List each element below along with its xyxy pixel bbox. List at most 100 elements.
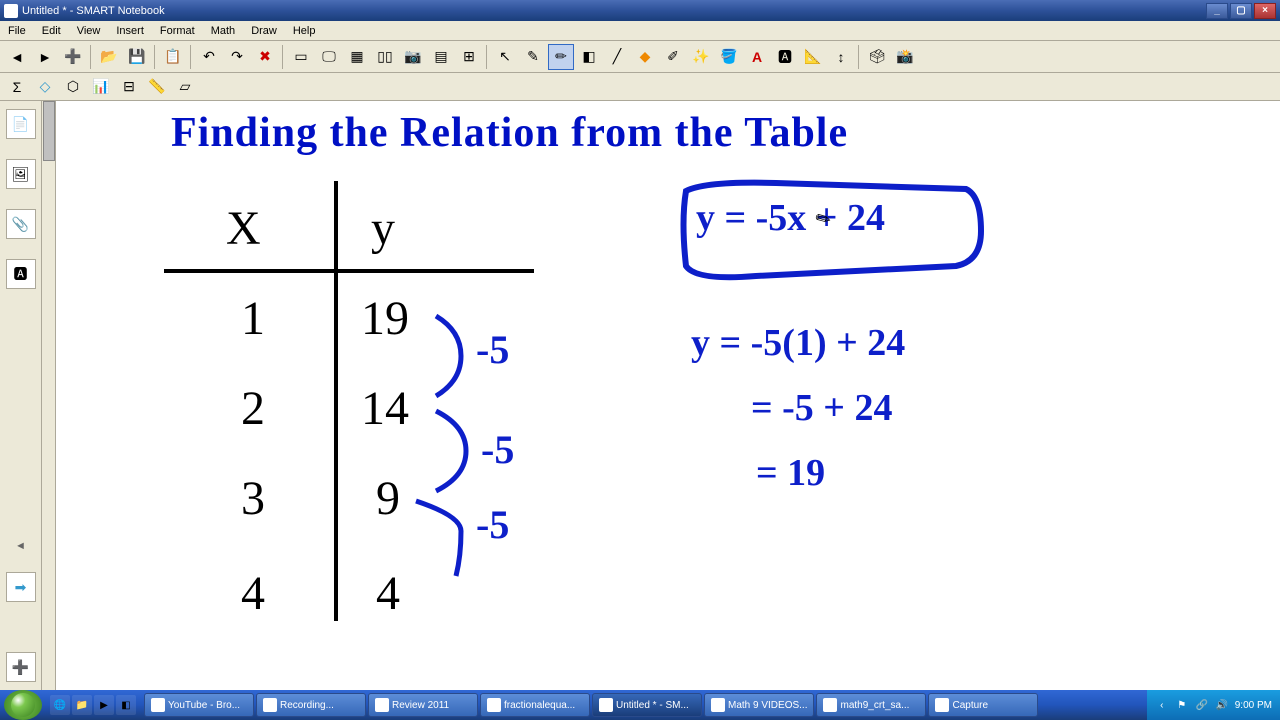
- line-button[interactable]: ╱: [604, 44, 630, 70]
- maximize-button[interactable]: ▢: [1230, 3, 1252, 19]
- move-icon: ↕: [838, 49, 845, 65]
- add-on-tab[interactable]: ➡: [6, 572, 36, 602]
- menu-help[interactable]: Help: [285, 23, 324, 39]
- gallery-tab[interactable]: 🖼: [6, 159, 36, 189]
- notebook-icon: [599, 698, 613, 712]
- prev-page-button[interactable]: ◄: [4, 44, 30, 70]
- menu-edit[interactable]: Edit: [34, 23, 69, 39]
- plus-icon: ➕: [12, 659, 29, 676]
- text-button[interactable]: A: [744, 44, 770, 70]
- fill-button[interactable]: 🪣: [716, 44, 742, 70]
- transparent-icon: ▦: [350, 48, 363, 65]
- task-capture[interactable]: Capture: [928, 693, 1038, 717]
- measurement-button[interactable]: 📐: [800, 44, 826, 70]
- page-canvas[interactable]: Finding the Relation from the Table X y …: [56, 101, 1280, 690]
- eraser-button[interactable]: ◧: [576, 44, 602, 70]
- camera-button[interactable]: 📸: [892, 44, 918, 70]
- scroll-area[interactable]: [42, 101, 56, 690]
- next-page-button[interactable]: ►: [32, 44, 58, 70]
- task-label: Recording...: [280, 700, 334, 711]
- pen-button[interactable]: ✎: [520, 44, 546, 70]
- menu-insert[interactable]: Insert: [108, 23, 152, 39]
- eraser-icon: ◧: [582, 48, 595, 65]
- menu-view[interactable]: View: [69, 23, 109, 39]
- open-button[interactable]: 📂: [96, 44, 122, 70]
- transparent-bg-button[interactable]: ▦: [344, 44, 370, 70]
- magic-pen-button[interactable]: ✨: [688, 44, 714, 70]
- task-fractional[interactable]: fractionalequa...: [480, 693, 590, 717]
- tray-network-icon[interactable]: 🔗: [1195, 698, 1209, 712]
- task-label: Math 9 VIDEOS...: [728, 700, 807, 711]
- select-button[interactable]: ↖: [492, 44, 518, 70]
- task-math9crt[interactable]: math9_crt_sa...: [816, 693, 926, 717]
- menu-format[interactable]: Format: [152, 23, 203, 39]
- redo-button[interactable]: ↷: [224, 44, 250, 70]
- task-review[interactable]: Review 2011: [368, 693, 478, 717]
- shapes-button[interactable]: ◆: [632, 44, 658, 70]
- window-title: Untitled * - SMART Notebook: [22, 5, 165, 17]
- system-tray: ‹ ⚑ 🔗 🔊 9:00 PM: [1147, 690, 1280, 720]
- graph-button[interactable]: 📊: [88, 74, 114, 100]
- screen-capture-button[interactable]: 📷: [400, 44, 426, 70]
- tray-chevron-icon[interactable]: ‹: [1155, 698, 1169, 712]
- task-math9[interactable]: Math 9 VIDEOS...: [704, 693, 814, 717]
- add-tab[interactable]: ➕: [6, 652, 36, 682]
- close-button[interactable]: ×: [1254, 3, 1276, 19]
- fill-icon: 🪣: [720, 48, 737, 65]
- add-page-icon: ➕: [64, 48, 81, 65]
- creative-pen-icon: ✏: [555, 48, 567, 65]
- paste-button[interactable]: 📋: [160, 44, 186, 70]
- page-sorter-tab[interactable]: 📄: [6, 109, 36, 139]
- shade-icon: ▭: [294, 48, 307, 65]
- properties-button[interactable]: 🅰: [772, 44, 798, 70]
- ruler-button[interactable]: 📏: [144, 74, 170, 100]
- ql-ie[interactable]: 🌐: [50, 695, 70, 715]
- response-button[interactable]: 🗳: [864, 44, 890, 70]
- regular-polygon-button[interactable]: ⬡: [60, 74, 86, 100]
- shape-pen-button[interactable]: ✐: [660, 44, 686, 70]
- separator: [154, 45, 156, 69]
- separator: [90, 45, 92, 69]
- table2-button[interactable]: ⊟: [116, 74, 142, 100]
- minimize-button[interactable]: _: [1206, 3, 1228, 19]
- youtube-icon: [151, 698, 165, 712]
- irregular-button[interactable]: ▱: [172, 74, 198, 100]
- sigma-button[interactable]: Σ: [4, 74, 30, 100]
- start-button[interactable]: [4, 690, 42, 720]
- menu-math[interactable]: Math: [203, 23, 243, 39]
- task-recording[interactable]: Recording...: [256, 693, 366, 717]
- scroll-thumb[interactable]: [43, 101, 55, 161]
- insert-table-button[interactable]: ⊞: [456, 44, 482, 70]
- attachments-tab[interactable]: 📎: [6, 209, 36, 239]
- task-notebook[interactable]: Untitled * - SM...: [592, 693, 702, 717]
- clock[interactable]: 9:00 PM: [1235, 700, 1272, 711]
- paste-icon: 📋: [164, 48, 181, 65]
- menu-file[interactable]: File: [0, 23, 34, 39]
- text-icon: A: [752, 49, 762, 65]
- add-page-button[interactable]: ➕: [60, 44, 86, 70]
- delete-button[interactable]: ✖: [252, 44, 278, 70]
- content-area: 📄 🖼 📎 🅰 ◄ ➡ ➕ Finding the Relation from …: [0, 101, 1280, 690]
- screen-shade-button[interactable]: ▭: [288, 44, 314, 70]
- ql-app[interactable]: ◧: [116, 695, 136, 715]
- secondary-toolbar: Σ ◇ ⬡ 📊 ⊟ 📏 ▱: [0, 73, 1280, 101]
- tray-volume-icon[interactable]: 🔊: [1215, 698, 1229, 712]
- menu-draw[interactable]: Draw: [243, 23, 285, 39]
- move-toolbar-button[interactable]: ↕: [828, 44, 854, 70]
- ql-media[interactable]: ▶: [94, 695, 114, 715]
- dual-page-button[interactable]: ▯▯: [372, 44, 398, 70]
- undo-button[interactable]: ↶: [196, 44, 222, 70]
- properties-tab[interactable]: 🅰: [6, 259, 36, 289]
- ql-explorer[interactable]: 📁: [72, 695, 92, 715]
- shape-tool-button[interactable]: ◇: [32, 74, 58, 100]
- tray-flag-icon[interactable]: ⚑: [1175, 698, 1189, 712]
- task-youtube[interactable]: YouTube - Bro...: [144, 693, 254, 717]
- doc-camera-button[interactable]: ▤: [428, 44, 454, 70]
- undo-icon: ↶: [203, 48, 215, 65]
- magic-pen-icon: ✨: [692, 48, 709, 65]
- creative-pen-button[interactable]: ✏: [548, 44, 574, 70]
- full-screen-button[interactable]: 🖵: [316, 44, 342, 70]
- delete-icon: ✖: [259, 48, 271, 65]
- collapse-arrow[interactable]: ◄: [15, 540, 26, 552]
- save-button[interactable]: 💾: [124, 44, 150, 70]
